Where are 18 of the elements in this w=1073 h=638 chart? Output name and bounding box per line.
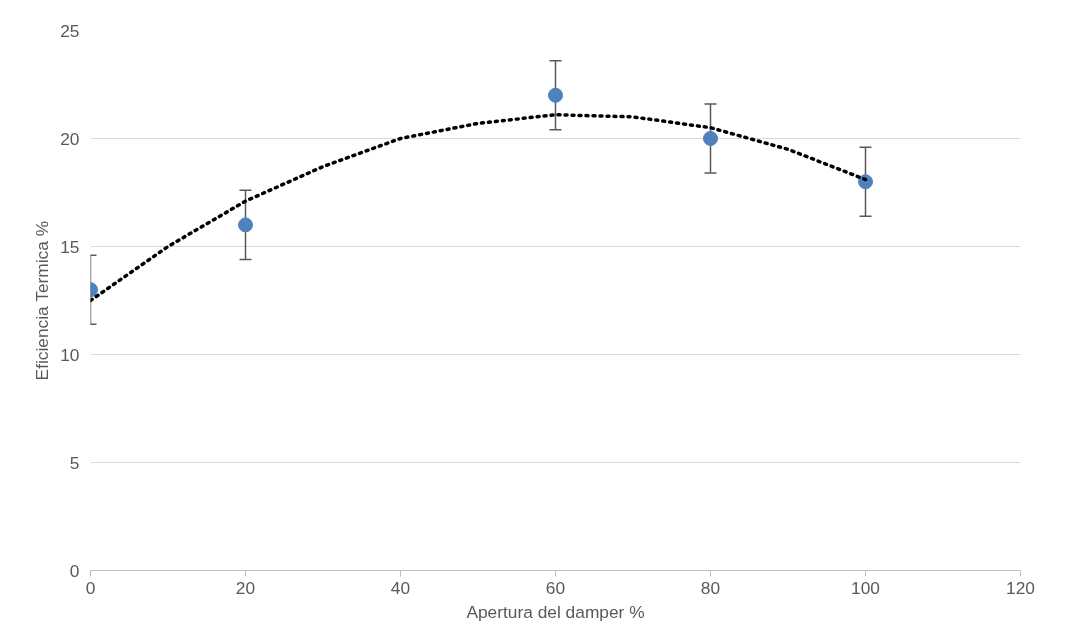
y-tick-label: 20: [60, 128, 80, 149]
y-tick-label: 10: [60, 344, 80, 365]
x-tick-label: 100: [851, 577, 880, 598]
x-tick-label: 80: [700, 577, 721, 598]
point: [703, 131, 718, 146]
point: [548, 87, 563, 103]
x-tick-label: 0: [85, 577, 96, 598]
x-axis-title: Apertura del damper %: [466, 601, 645, 622]
y-tick-label: 25: [60, 20, 80, 41]
y-tick-label: 5: [69, 452, 80, 473]
point: [238, 217, 253, 233]
x-tick-label: 20: [235, 577, 256, 598]
y-tick-label: 15: [60, 236, 80, 257]
y-tick-label: 0: [69, 560, 80, 581]
y-axis-title: Eficiencia Termica %: [32, 220, 53, 381]
x-tick-label: 120: [1006, 577, 1035, 598]
x-tick-label: 60: [545, 577, 566, 598]
x-tick-label: 40: [390, 577, 411, 598]
